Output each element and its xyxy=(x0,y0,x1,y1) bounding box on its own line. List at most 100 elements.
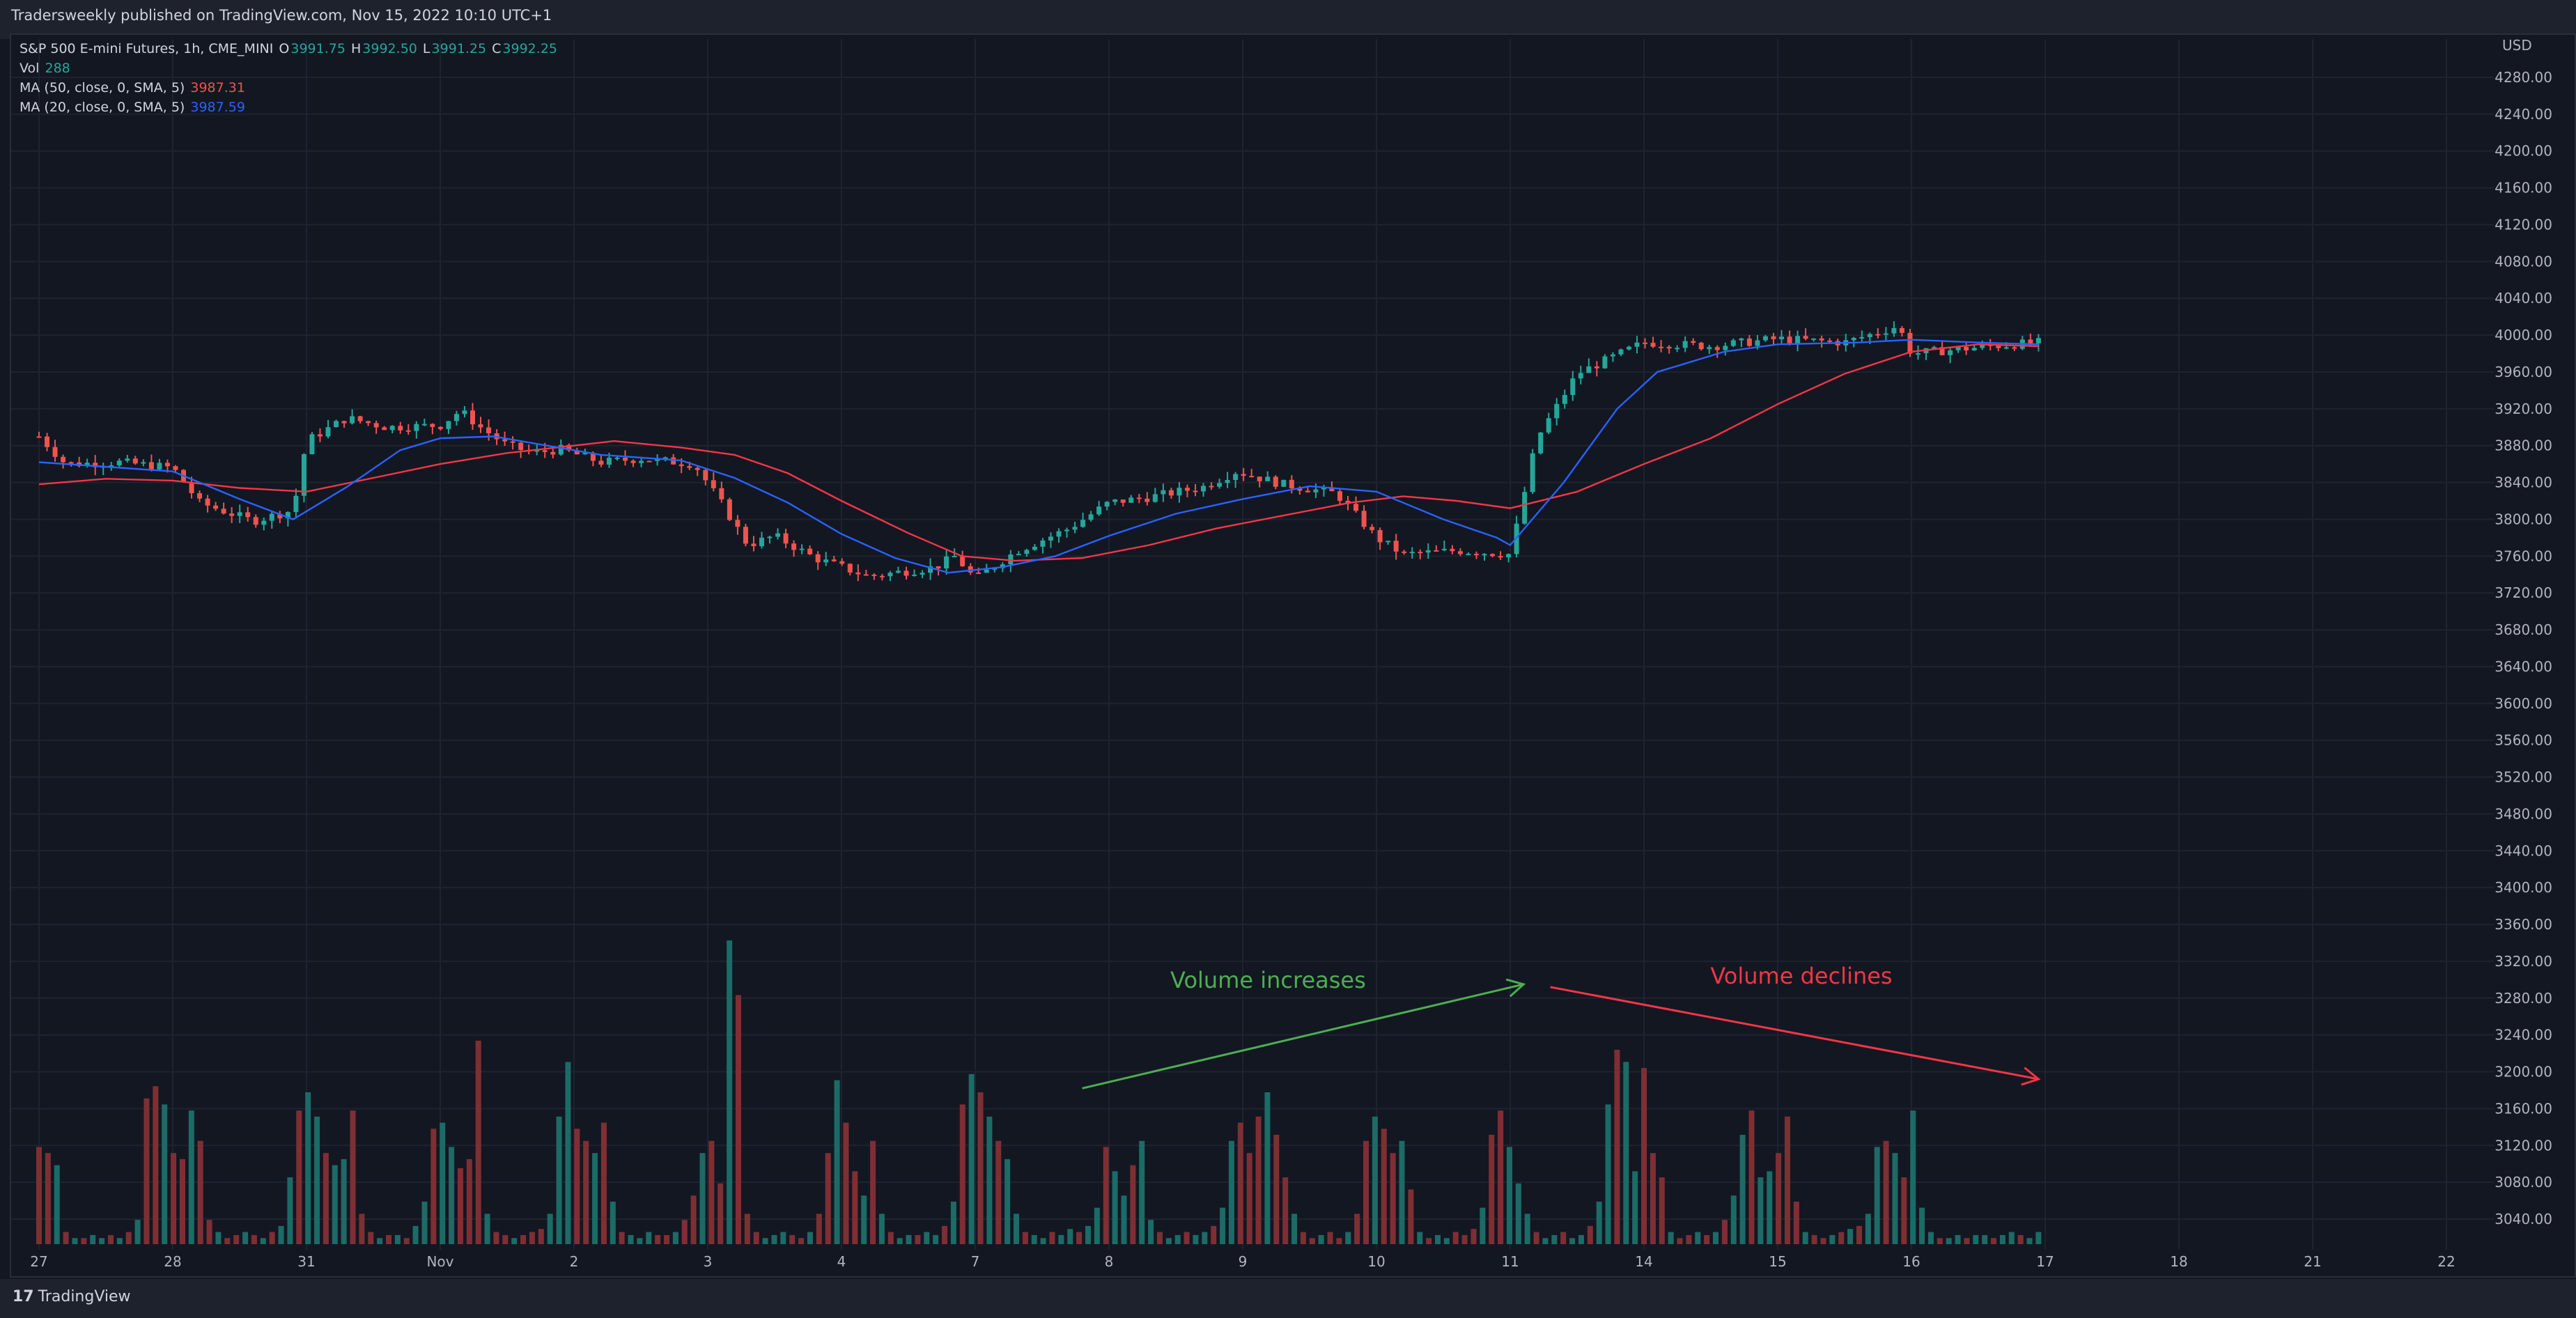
y-tick-label: 4120.00 xyxy=(2494,216,2552,233)
candle-body xyxy=(879,575,885,577)
candle-body xyxy=(871,574,877,576)
candle-body xyxy=(623,457,628,461)
candle-body xyxy=(1096,506,1102,515)
candle xyxy=(1370,524,1375,534)
tradingview-logo[interactable]: 17 TradingView xyxy=(13,1288,131,1305)
x-tick-label: 17 xyxy=(2036,1253,2054,1270)
candle-body xyxy=(1088,514,1094,520)
candle-body xyxy=(221,509,226,514)
volume-bar xyxy=(116,1238,123,1244)
candle-body xyxy=(1386,541,1391,543)
candle-body xyxy=(2028,339,2033,343)
volume-bar xyxy=(81,1238,87,1244)
candle-body xyxy=(678,464,684,467)
candle xyxy=(751,536,756,552)
y-tick-label: 3880.00 xyxy=(2494,437,2552,454)
volume-bar xyxy=(143,1098,150,1244)
candle-body xyxy=(61,456,66,463)
candle xyxy=(1337,488,1342,505)
volume-bar xyxy=(1417,1232,1423,1244)
volume-bar xyxy=(1327,1232,1333,1244)
candle xyxy=(1819,335,1824,348)
y-tick-label: 3800.00 xyxy=(2494,511,2552,527)
candle-body xyxy=(1530,453,1535,493)
candle-body xyxy=(350,416,355,424)
volume-bar xyxy=(1022,1232,1028,1244)
volume-bar xyxy=(162,1104,168,1244)
volume-bar xyxy=(1067,1229,1073,1244)
volume-bar xyxy=(556,1116,562,1244)
y-tick-label: 3120.00 xyxy=(2494,1137,2552,1154)
legend-vol: 288 xyxy=(45,61,70,76)
candle xyxy=(1112,499,1118,506)
candle xyxy=(285,511,290,527)
annotation-arrow xyxy=(1550,986,2039,1080)
candle-body xyxy=(1329,487,1335,492)
candle-body xyxy=(301,454,307,496)
candle xyxy=(421,418,427,426)
candle xyxy=(1273,475,1278,490)
candle-body xyxy=(84,463,90,466)
x-tick-label: 18 xyxy=(2170,1253,2187,1270)
volume-bar xyxy=(1820,1238,1826,1244)
volume-bar xyxy=(63,1232,69,1244)
volume-bar xyxy=(1148,1220,1154,1244)
candle xyxy=(389,425,395,434)
candles xyxy=(36,321,2041,582)
volume-bar xyxy=(1721,1220,1728,1244)
x-tick-label: 27 xyxy=(30,1253,47,1270)
volume-bar xyxy=(807,1232,813,1244)
candle-body xyxy=(775,533,781,537)
candle xyxy=(735,515,740,535)
candle xyxy=(863,569,869,576)
candle xyxy=(1594,361,1599,377)
volume-bar xyxy=(664,1234,670,1244)
candle-body xyxy=(341,421,347,424)
x-tick-label: 16 xyxy=(1902,1253,1920,1270)
grid-lines xyxy=(11,39,2494,1250)
legend-vol-label: Vol xyxy=(20,61,40,76)
candle-body xyxy=(1546,418,1551,433)
candle xyxy=(1241,467,1246,481)
candle-body xyxy=(887,573,893,577)
candle-body xyxy=(807,548,813,555)
candle-body xyxy=(671,457,676,465)
candle xyxy=(350,409,355,425)
candle-body xyxy=(1377,529,1383,543)
candle xyxy=(550,449,556,458)
volume-bar xyxy=(744,1214,750,1244)
candle xyxy=(1578,366,1583,385)
candle-body xyxy=(1217,483,1223,487)
candle xyxy=(887,571,893,582)
candle xyxy=(1915,345,1921,360)
candle-body xyxy=(687,466,692,468)
volume-bar xyxy=(1202,1232,1208,1244)
volume-bar xyxy=(619,1232,625,1244)
candle xyxy=(414,421,419,439)
volume-bar xyxy=(36,1147,42,1244)
volume-bar xyxy=(1399,1140,1405,1244)
volume-bar xyxy=(403,1238,410,1244)
candle-body xyxy=(1032,546,1037,550)
candle-body xyxy=(462,410,467,414)
candle-body xyxy=(1899,327,1904,333)
y-tick-label: 4160.00 xyxy=(2494,180,2552,196)
candle-body xyxy=(815,554,821,563)
volume-bar xyxy=(878,1214,885,1244)
volume-bar xyxy=(341,1158,347,1244)
volume-bar xyxy=(1614,1049,1620,1244)
candle xyxy=(253,514,258,528)
volume-bar xyxy=(780,1232,786,1244)
candle-body xyxy=(1418,552,1423,554)
y-tick-label: 3600.00 xyxy=(2494,695,2552,712)
candle-body xyxy=(164,463,170,467)
volume-bar xyxy=(538,1229,544,1244)
chart-frame[interactable] xyxy=(10,33,2576,1278)
candle-body xyxy=(1289,479,1294,489)
volume-bar xyxy=(1927,1232,1934,1244)
volume-bar xyxy=(2035,1232,2042,1244)
candle xyxy=(1353,496,1359,513)
candle xyxy=(245,506,251,522)
volume-bar xyxy=(1901,1177,1907,1244)
